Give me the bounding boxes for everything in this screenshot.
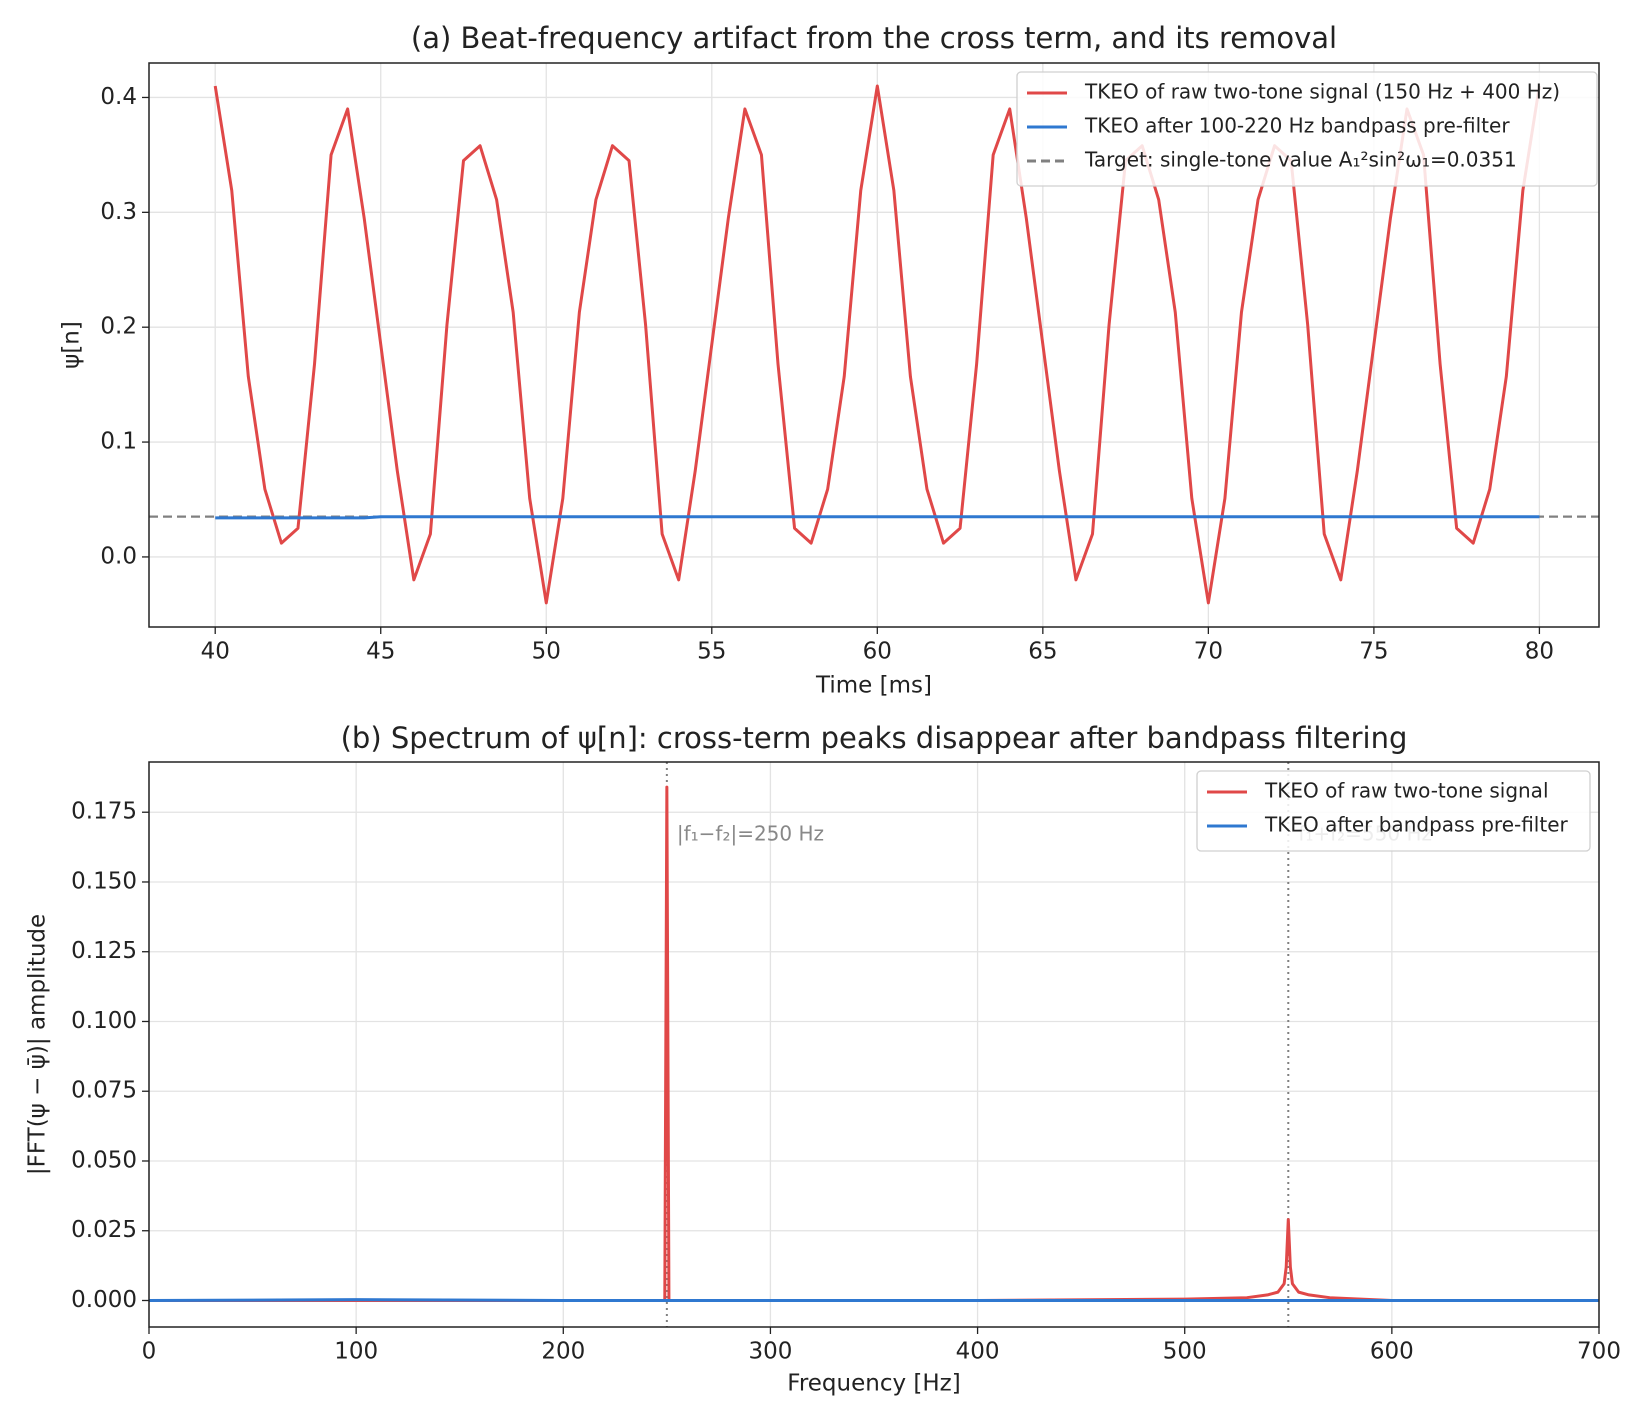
- axes-frame: [148, 62, 1600, 628]
- x-tick-label: 75: [1359, 639, 1388, 665]
- y-tick-label: 0.100: [71, 1008, 137, 1034]
- y-tick-label: 0.0: [100, 543, 137, 569]
- x-tick-label: 0: [142, 1339, 157, 1365]
- y-tick-label: 0.025: [71, 1217, 137, 1243]
- x-axis-label: Frequency [Hz]: [787, 1371, 960, 1397]
- y-tick-label: 0.150: [71, 868, 137, 894]
- y-tick-label: 0.4: [100, 84, 137, 110]
- y-tick-label: 0.175: [71, 799, 137, 825]
- data-line: [213, 84, 1541, 605]
- data-line: [215, 515, 1540, 520]
- x-tick-label: 55: [697, 639, 726, 665]
- x-tick-label: 50: [532, 639, 561, 665]
- data-line: [149, 785, 1599, 1302]
- legend-label: TKEO of raw two-tone signal (150 Hz + 40…: [1084, 80, 1560, 104]
- annotation: |f₁−f₂|=250 Hz: [677, 822, 824, 846]
- y-tick-label: 0.1: [100, 429, 137, 455]
- x-tick-label: 400: [956, 1339, 1000, 1365]
- legend-label: TKEO of raw two-tone signal: [1264, 779, 1549, 803]
- x-tick-label: 200: [541, 1339, 585, 1365]
- chart-title: (a) Beat-frequency artifact from the cro…: [411, 21, 1337, 55]
- x-tick-label: 40: [201, 639, 230, 665]
- y-tick-label: 0.075: [71, 1078, 137, 1104]
- x-tick-label: 500: [1163, 1339, 1207, 1365]
- data-line: [149, 1298, 1599, 1302]
- legend-label: TKEO after 100-220 Hz bandpass pre-filte…: [1084, 114, 1510, 138]
- plot-area: [149, 84, 1599, 605]
- x-tick-label: 700: [1577, 1339, 1621, 1365]
- y-tick-label: 0.3: [100, 199, 137, 225]
- y-axis-label: |FFT(ψ − ψ̄)| amplitude: [25, 914, 51, 1175]
- legend-box: [1196, 770, 1591, 852]
- y-tick-label: 0.2: [100, 314, 137, 340]
- x-tick-label: 45: [366, 639, 395, 665]
- legend-label: TKEO after bandpass pre-filter: [1264, 813, 1569, 837]
- y-tick-label: 0.125: [71, 938, 137, 964]
- plot-area: [149, 762, 1599, 1327]
- x-tick-label: 70: [1194, 639, 1223, 665]
- x-axis-label: Time [ms]: [815, 673, 932, 699]
- x-tick-label: 60: [863, 639, 892, 665]
- x-tick-label: 600: [1370, 1339, 1414, 1365]
- y-tick-label: 0.050: [71, 1147, 137, 1173]
- x-tick-label: 65: [1028, 639, 1057, 665]
- legend-box: [1016, 71, 1598, 187]
- y-axis-label: ψ[n]: [59, 321, 85, 369]
- chart-title: (b) Spectrum of ψ[n]: cross-term peaks d…: [341, 721, 1408, 755]
- y-tick-label: 0.000: [71, 1287, 137, 1313]
- legend-label: Target: single-tone value A₁²sin²ω₁=0.03…: [1084, 148, 1517, 172]
- x-tick-label: 100: [334, 1339, 378, 1365]
- x-tick-label: 80: [1525, 639, 1554, 665]
- x-tick-label: 300: [748, 1339, 792, 1365]
- axes-frame: [148, 761, 1600, 1328]
